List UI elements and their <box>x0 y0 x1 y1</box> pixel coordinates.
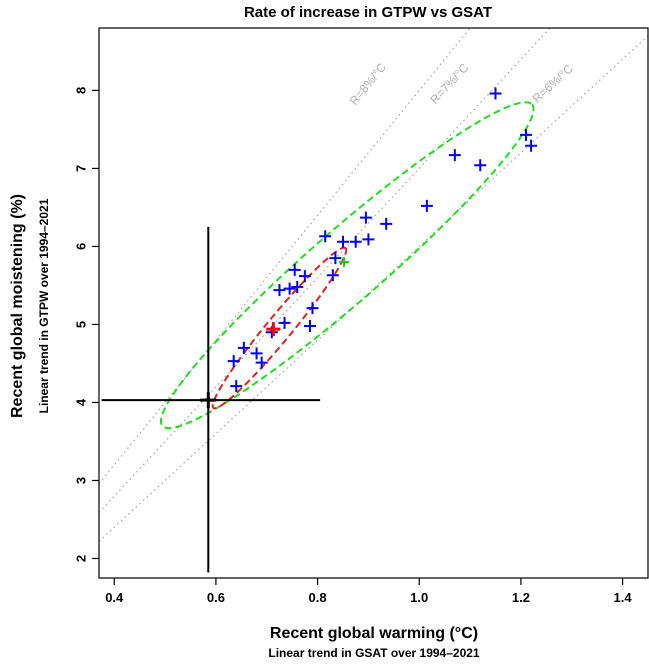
x-tick-label: 1.2 <box>512 590 530 605</box>
model-mean-point <box>266 322 281 337</box>
model-point <box>291 281 304 294</box>
plot-frame <box>98 27 649 579</box>
x-axis-label: Recent global warming (°C) <box>270 625 478 642</box>
y-axis-label: Recent global moistening (%) <box>9 194 26 418</box>
model-point <box>380 217 393 230</box>
model-point <box>362 233 375 246</box>
model-point <box>349 235 362 248</box>
y-tick-label: 6 <box>74 243 89 250</box>
y-tick-label: 7 <box>74 165 89 172</box>
model-point <box>420 199 433 212</box>
model-point <box>448 149 461 162</box>
x-tick-label: 0.4 <box>105 590 124 605</box>
observation-point <box>200 392 217 409</box>
model-point <box>273 284 286 297</box>
y-axis-sublabel: Linear trend in GTPW over 1994–2021 <box>37 198 51 413</box>
model-point <box>227 355 240 368</box>
y-tick-label: 2 <box>74 555 89 562</box>
chart-title: Rate of increase in GTPW vs GSAT <box>244 4 492 21</box>
model-points <box>227 87 538 393</box>
confidence-ellipses <box>160 101 535 430</box>
y-tick-label: 5 <box>74 321 89 328</box>
x-axis-sublabel: Linear trend in GSAT over 1994–2021 <box>268 646 480 660</box>
model-point <box>319 230 332 243</box>
model-point <box>337 235 349 248</box>
x-tick-label: 0.6 <box>207 590 225 605</box>
x-tick-label: 0.8 <box>309 590 327 605</box>
y-tick-label: 4 <box>74 398 89 406</box>
reference-line-label: R=6%/°C <box>530 61 576 105</box>
reference-line-label: R=7%/°C <box>427 61 471 107</box>
green-marker-point <box>339 257 350 268</box>
axes: 0.4 0.6 0.8 1.0 1.2 1.4 2 3 4 5 6 7 8 <box>74 27 649 605</box>
model-point <box>489 87 502 100</box>
model-point <box>303 320 316 333</box>
model-point <box>237 341 250 354</box>
y-tick-label: 3 <box>74 477 89 484</box>
model-point <box>474 159 487 172</box>
model-point <box>283 282 296 295</box>
model-point <box>255 356 268 369</box>
model-point <box>525 139 538 152</box>
reference-line-label: R=8%/°C <box>347 60 390 108</box>
model-point <box>329 252 342 265</box>
model-point <box>306 302 319 315</box>
reference-line <box>99 35 648 542</box>
model-point <box>359 211 372 224</box>
model-point <box>288 263 301 276</box>
model-point <box>230 380 243 393</box>
observation-marker <box>101 226 321 573</box>
model-point <box>520 128 532 141</box>
x-tick-label: 1.4 <box>614 590 633 605</box>
model-point <box>326 269 339 282</box>
confidence-ellipse <box>211 246 348 410</box>
reference-lines: R=8%/°C R=7%/°C R=6%/°C <box>99 28 648 542</box>
x-tick-label: 1.0 <box>410 590 428 605</box>
y-tick-label: 8 <box>74 87 89 94</box>
model-point <box>278 316 291 329</box>
confidence-ellipse <box>160 101 535 430</box>
model-point <box>250 347 263 360</box>
model-point <box>298 270 311 283</box>
